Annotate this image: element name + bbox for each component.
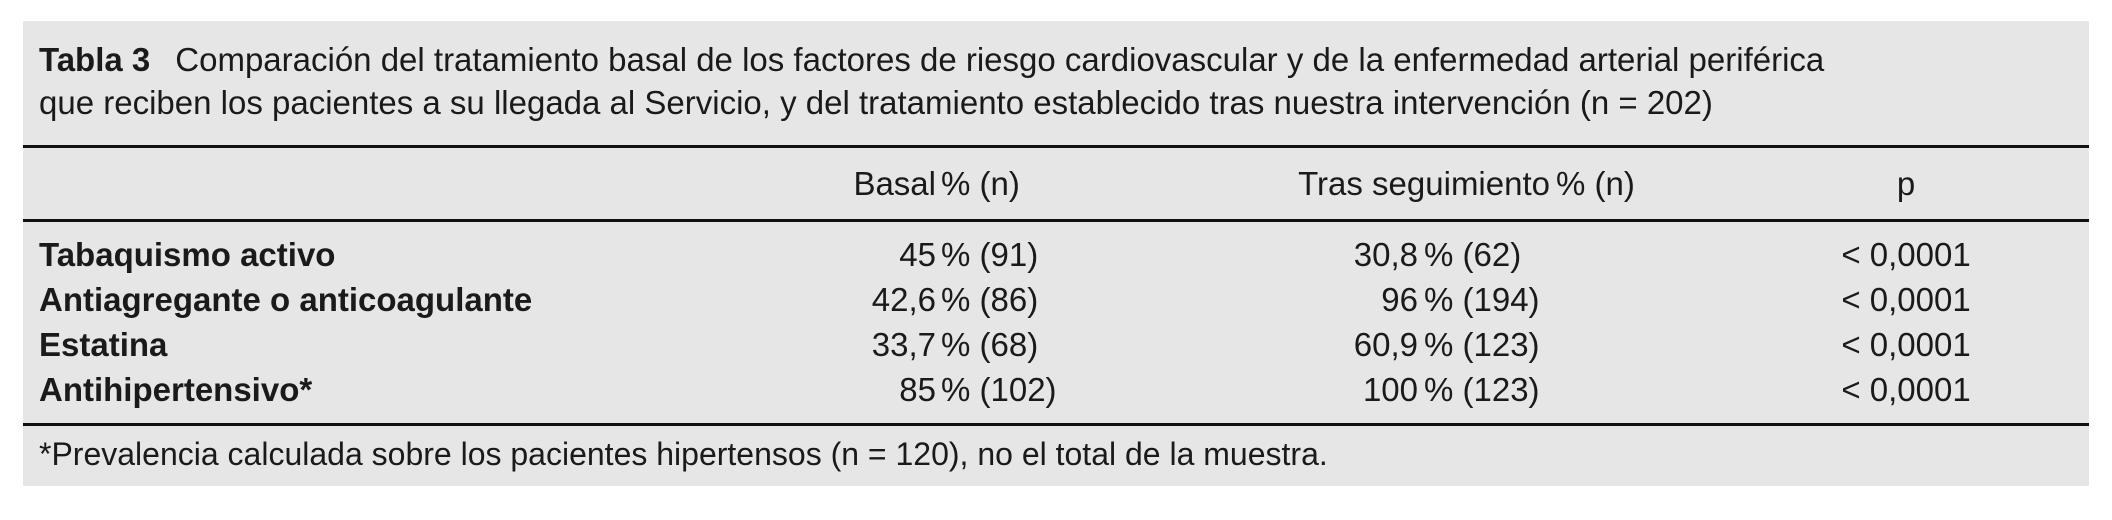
table-row: Antihipertensivo* 85% (102) 100% (123) <… [23, 367, 2089, 412]
table-row: Estatina 33,7% (68) 60,9% (123) < 0,0001 [23, 322, 2089, 367]
basal-value: 42,6% (86) [783, 277, 1103, 322]
basal-count: % (68) [941, 326, 1039, 363]
bottom-rule [23, 423, 2089, 426]
p-value: < 0,0001 [1841, 281, 1971, 318]
header-rule [23, 219, 2089, 222]
basal-number: 85 [899, 371, 936, 408]
basal-number: 42,6 [871, 281, 936, 318]
tras-count: % (194) [1424, 281, 1540, 318]
top-rule [23, 145, 2089, 148]
row-label: Estatina [39, 326, 168, 363]
caption-line-2: que reciben los pacientes a su llegada a… [39, 81, 2073, 124]
table-footnote: *Prevalencia calculada sobre los pacient… [39, 436, 1328, 472]
row-label: Antiagregante o anticoagulante [39, 281, 533, 318]
basal-number: 33,7 [871, 326, 936, 363]
tras-value: 30,8% (62) [1103, 232, 1723, 277]
header-basal-unit: % (n) [941, 164, 1020, 202]
column-header-tras: Tras seguimiento% (n) [1103, 165, 1723, 203]
table-row: Antiagregante o anticoagulante 42,6% (86… [23, 277, 2089, 322]
basal-count: % (91) [941, 236, 1039, 273]
row-label: Antihipertensivo* [39, 371, 313, 408]
row-label: Tabaquismo activo [39, 236, 336, 273]
table-row: Tabaquismo activo 45% (91) 30,8% (62) < … [23, 232, 2089, 277]
tras-number: 96 [1381, 281, 1418, 318]
table-number-label: Tabla 3 [39, 41, 151, 78]
tras-count: % (62) [1424, 236, 1522, 273]
tras-count: % (123) [1424, 326, 1540, 363]
table-caption: Tabla 3 Comparación del tratamiento basal… [23, 21, 2089, 145]
caption-line-1: Tabla 3 Comparación del tratamiento basal… [39, 38, 2073, 81]
header-basal-word: Basal [853, 164, 936, 202]
basal-count: % (102) [941, 371, 1057, 408]
tras-value: 60,9% (123) [1103, 322, 1723, 367]
table-panel: Tabla 3 Comparación del tratamiento basal… [23, 21, 2089, 486]
tras-value: 96% (194) [1103, 277, 1723, 322]
column-header-p: p [1896, 164, 1916, 202]
tras-value: 100% (123) [1103, 367, 1723, 412]
column-header-basal: Basal% (n) [783, 165, 1103, 203]
caption-text-1: Comparación del tratamiento basal de los… [175, 41, 1825, 78]
p-value: < 0,0001 [1841, 326, 1971, 363]
p-value: < 0,0001 [1841, 236, 1971, 273]
caption-text-2: que reciben los pacientes a su llegada a… [39, 84, 1713, 121]
tras-number: 100 [1362, 371, 1418, 408]
p-value: < 0,0001 [1841, 371, 1971, 408]
basal-value: 85% (102) [783, 367, 1103, 412]
header-row: Basal% (n) Tras seguimiento% (n) p [23, 148, 2089, 219]
basal-number: 45 [899, 236, 936, 273]
header-tras-word: Tras seguimiento [1298, 164, 1550, 202]
table-body: Tabaquismo activo 45% (91) 30,8% (62) < … [23, 222, 2089, 423]
basal-value: 45% (91) [783, 232, 1103, 277]
header-tras-unit: % (n) [1556, 164, 1635, 202]
tras-number: 30,8 [1353, 236, 1418, 273]
basal-count: % (86) [941, 281, 1039, 318]
tras-count: % (123) [1424, 371, 1540, 408]
tras-number: 60,9 [1353, 326, 1418, 363]
basal-value: 33,7% (68) [783, 322, 1103, 367]
